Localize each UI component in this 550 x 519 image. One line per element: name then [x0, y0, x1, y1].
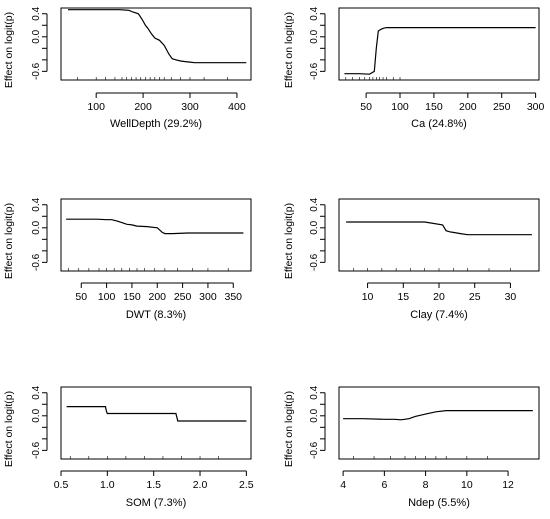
x-tick-label: 50 [360, 101, 372, 113]
y-axis-label: Effect on logit(p) [283, 391, 295, 467]
y-tick-label: 0.0 [31, 29, 42, 43]
series-line [343, 410, 533, 421]
y-tick-label: -0.6 [31, 253, 42, 271]
y-axis-label: Effect on logit(p) [283, 203, 295, 279]
x-tick-label: 250 [493, 101, 511, 113]
x-axis-label: WellDepth (29.2%) [110, 118, 202, 130]
x-tick-label: 200 [134, 101, 152, 113]
series-line [346, 221, 532, 236]
x-tick-label: 200 [459, 101, 477, 113]
series-line [66, 218, 244, 235]
chart-panel-5: 0.4 0.0 -0.6 Effect on logit(p) 0.5 1.0 1.5 2.0… [3, 385, 254, 509]
x-tick-label: 6 [381, 479, 387, 491]
x-tick-label: 150 [425, 101, 443, 113]
y-tick-label: 0.0 [309, 29, 320, 43]
y-tick-label: 0.0 [31, 220, 42, 234]
y-tick-label: -0.6 [309, 62, 320, 80]
x-tick-label: 250 [174, 291, 192, 303]
y-tick-label: -0.6 [309, 253, 320, 271]
series-line [344, 27, 536, 75]
series-line [66, 406, 247, 422]
plot-frame [60, 198, 252, 272]
x-tick-label: 200 [149, 291, 167, 303]
x-tick-label: 100 [98, 291, 116, 303]
x-tick-label: 30 [505, 291, 517, 303]
x-axis-label: Ndep (5.5%) [408, 497, 470, 509]
x-tick-label: 100 [391, 101, 409, 113]
x-tick-label: 300 [181, 101, 199, 113]
x-tick-label: 300 [527, 101, 545, 113]
x-tick-label: 350 [225, 291, 243, 303]
x-axis-label: DWT (8.3%) [126, 309, 186, 321]
x-tick-label: 10 [461, 479, 473, 491]
y-axis-label: Effect on logit(p) [3, 391, 15, 467]
chart-panel-1: 0.4 0.0 -0.6 Effect on logit(p) 100 200 300 400… [3, 6, 252, 130]
y-tick-label: 0.4 [31, 6, 42, 20]
x-tick-label: 0.5 [54, 479, 69, 491]
y-tick-label: 0.4 [31, 197, 42, 211]
chart-panel-4: 0.4 0.0 -0.6 Effect on logit(p) 10 15 20 25 30 Cl… [283, 197, 540, 321]
x-tick-label: 10 [362, 291, 374, 303]
x-tick-label: 20 [433, 291, 445, 303]
y-tick-label: 0.4 [309, 6, 320, 20]
x-tick-label: 12 [502, 479, 514, 491]
x-tick-label: 2.0 [193, 479, 208, 491]
x-tick-label: 50 [75, 291, 87, 303]
y-tick-label: 0.4 [309, 197, 320, 211]
y-axis-label: Effect on logit(p) [283, 12, 295, 88]
chart-panel-3: 0.4 0.0 -0.6 Effect on logit(p) 50 100 150 200 2… [3, 197, 252, 321]
x-tick-label: 15 [397, 291, 409, 303]
x-tick-label: 8 [423, 479, 429, 491]
x-tick-label: 1.5 [146, 479, 161, 491]
y-tick-label: -0.6 [31, 62, 42, 80]
y-tick-label: -0.6 [31, 441, 42, 459]
plot-frame [60, 7, 252, 81]
y-tick-label: -0.6 [309, 441, 320, 459]
y-axis-label: Effect on logit(p) [3, 203, 15, 279]
x-tick-label: 4 [340, 479, 346, 491]
plot-frame [60, 386, 252, 460]
y-tick-label: 0.0 [309, 408, 320, 422]
x-axis-label: Clay (7.4%) [410, 309, 467, 321]
x-tick-label: 400 [228, 101, 246, 113]
series-line [68, 9, 247, 64]
x-tick-label: 1.0 [100, 479, 115, 491]
plot-frame [338, 7, 540, 81]
plot-frame [338, 386, 540, 460]
y-axis-label: Effect on logit(p) [3, 12, 15, 88]
x-axis-label: Ca (24.8%) [411, 118, 467, 130]
x-tick-label: 2.5 [239, 479, 254, 491]
chart-panel-6: 0.4 0.0 -0.6 Effect on logit(p) 4 6 8 10 12 Ndep … [283, 385, 540, 509]
chart-panel-2: 0.4 0.0 -0.6 Effect on logit(p) 50 100 150 200 2… [283, 6, 545, 130]
x-tick-label: 25 [469, 291, 481, 303]
x-tick-label: 150 [123, 291, 141, 303]
y-tick-label: 0.4 [309, 385, 320, 399]
x-tick-label: 300 [199, 291, 217, 303]
x-tick-label: 100 [87, 101, 105, 113]
y-tick-label: 0.0 [31, 408, 42, 422]
y-tick-label: 0.4 [31, 385, 42, 399]
y-tick-label: 0.0 [309, 220, 320, 234]
x-axis-label: SOM (7.3%) [126, 497, 187, 509]
